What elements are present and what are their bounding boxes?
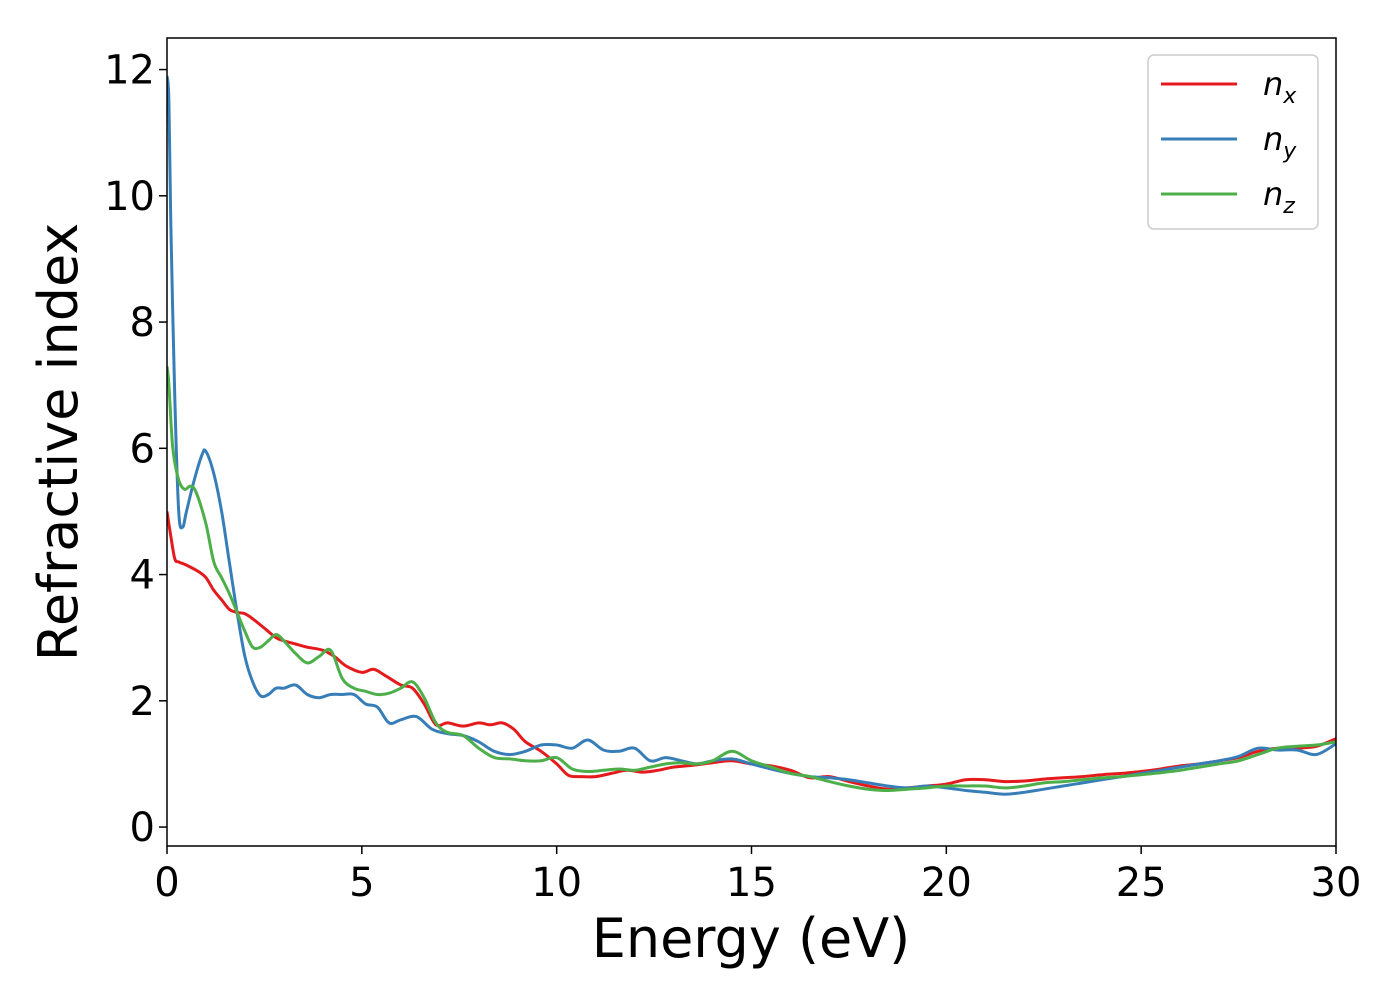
y-tick-label: 12: [104, 48, 155, 94]
series-line-nx: [167, 511, 1336, 791]
x-tick-label: 30: [1311, 860, 1362, 906]
y-tick-label: 4: [130, 553, 155, 599]
x-axis-label: Energy (eV): [592, 907, 911, 970]
x-tick-label: 25: [1116, 860, 1167, 906]
series-line-ny: [167, 75, 1336, 796]
series-line-nz: [167, 366, 1336, 792]
x-tick-label: 5: [349, 860, 374, 906]
x-tick-label: 15: [726, 860, 777, 906]
y-axis-ticks: 0 2 4 6 8 10 12: [104, 48, 167, 851]
legend: nx ny nz: [1147, 54, 1319, 230]
y-tick-label: 6: [130, 426, 155, 472]
series-layer: [167, 75, 1336, 796]
y-tick-label: 8: [130, 300, 155, 346]
x-tick-label: 0: [154, 860, 179, 906]
x-axis-ticks: 0 5 10 15 20 25 30: [154, 846, 1361, 906]
legend-label-ny: ny: [1263, 120, 1297, 164]
x-tick-label: 10: [531, 860, 582, 906]
legend-label-nz: nz: [1263, 175, 1295, 219]
legend-label-nx: nx: [1263, 65, 1297, 109]
y-tick-label: 2: [130, 679, 155, 725]
y-tick-label: 0: [130, 805, 155, 851]
y-axis-label: Refractive index: [27, 223, 90, 662]
legend-box: [1147, 54, 1319, 230]
y-tick-label: 10: [104, 174, 155, 220]
x-tick-label: 20: [921, 860, 972, 906]
